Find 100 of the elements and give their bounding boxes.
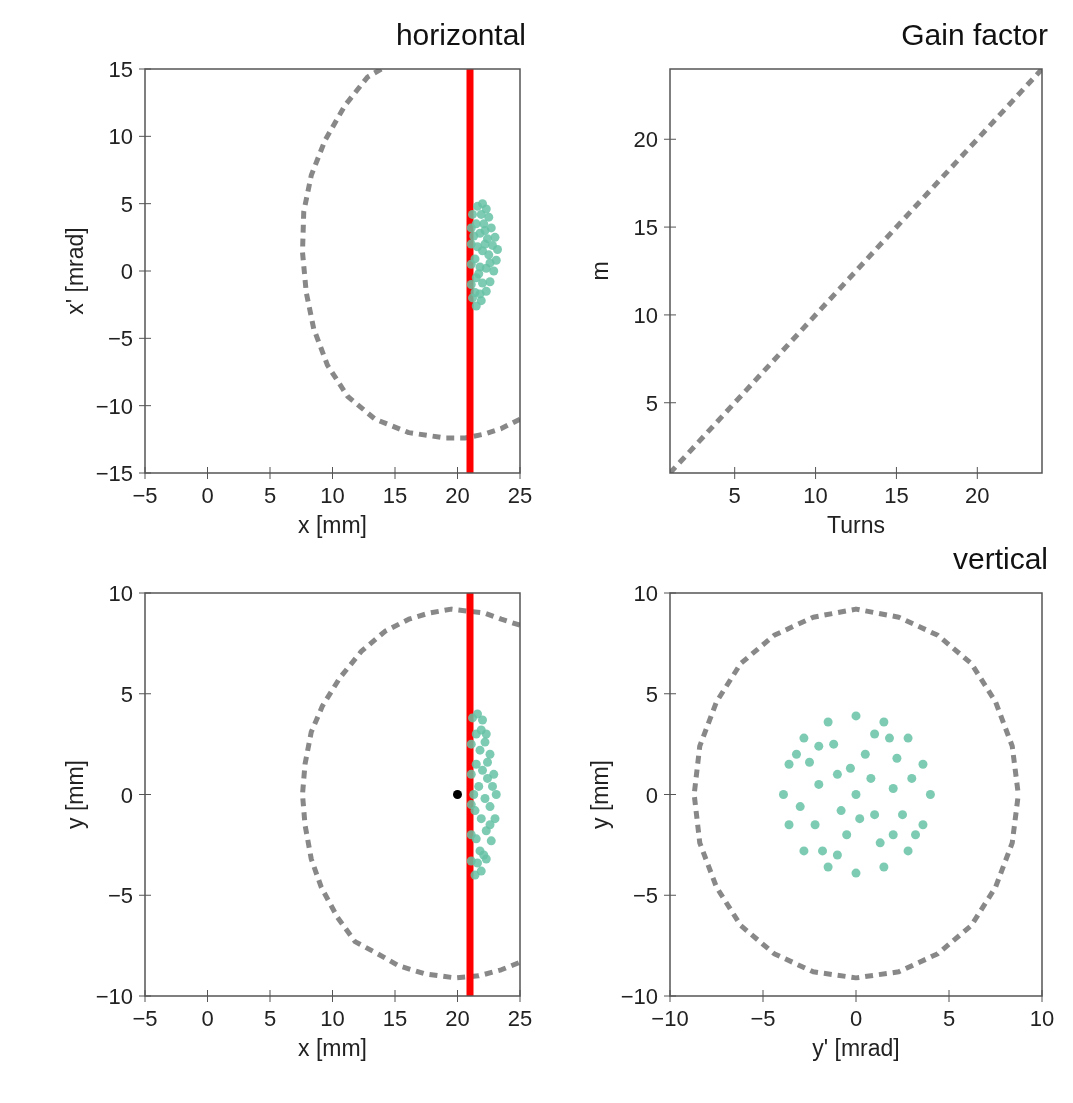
point [884, 733, 894, 743]
point [478, 765, 487, 775]
point [832, 769, 842, 779]
point [485, 820, 495, 830]
point [805, 757, 814, 767]
point [892, 753, 902, 763]
point [851, 868, 861, 878]
x-tick-label: 20 [445, 1006, 470, 1031]
y-tick-label: −5 [107, 326, 133, 352]
x-tick-label: 20 [445, 483, 470, 508]
point [898, 810, 907, 820]
point [845, 763, 855, 773]
x-tick-label: 0 [849, 1006, 863, 1031]
point [480, 794, 490, 804]
point [488, 781, 497, 791]
point [483, 773, 492, 783]
point [470, 870, 480, 880]
y-tick-label: 5 [645, 681, 658, 707]
point [799, 846, 809, 856]
x-tick-label: 10 [1029, 1006, 1055, 1031]
point [484, 250, 494, 260]
point [469, 231, 479, 241]
point [860, 749, 870, 759]
point [784, 820, 794, 830]
point [870, 729, 880, 739]
point [471, 301, 481, 311]
point [485, 258, 495, 268]
point [875, 838, 885, 848]
x-tick-label: −5 [750, 1006, 776, 1031]
point [486, 836, 496, 846]
x-tick-label: 5 [263, 1006, 277, 1031]
point [478, 278, 487, 288]
point [918, 759, 928, 769]
point [829, 739, 839, 749]
point [823, 862, 833, 872]
y-tick-label: 0 [645, 782, 658, 808]
point [799, 733, 809, 743]
point [479, 850, 489, 860]
point [470, 806, 480, 816]
y-tick-label: −15 [95, 461, 133, 486]
y-axis-title: y [mm] [587, 760, 613, 829]
y-tick-label: −10 [620, 984, 658, 1009]
point [823, 717, 833, 727]
point [474, 269, 484, 279]
point [832, 850, 842, 860]
point [888, 830, 898, 840]
point [814, 741, 824, 751]
point [778, 790, 788, 799]
point [478, 715, 487, 725]
point [870, 810, 880, 820]
point [925, 790, 935, 799]
y-tick-label: 5 [120, 681, 133, 707]
y-tick-label: 10 [633, 581, 658, 606]
y-tick-label: 5 [120, 191, 133, 217]
point [903, 733, 913, 743]
point [855, 814, 865, 824]
chart-title: horizontal [395, 18, 526, 51]
point [879, 717, 889, 727]
x-tick-label: 15 [382, 483, 408, 508]
point [888, 783, 898, 793]
x-axis-title: x [mm] [298, 512, 367, 538]
y-tick-label: 15 [633, 215, 658, 241]
point [475, 289, 485, 299]
point [474, 781, 484, 791]
chart-title: vertical [952, 542, 1048, 575]
point [484, 212, 494, 222]
point [918, 820, 928, 830]
point [491, 790, 501, 799]
y-tick-label: 15 [108, 57, 133, 82]
point [488, 240, 497, 250]
point [903, 846, 913, 856]
y-tick-label: −10 [95, 393, 133, 419]
x-tick-label: 5 [728, 483, 741, 508]
point [480, 226, 490, 236]
x-tick-label: 0 [201, 483, 214, 508]
point [784, 759, 794, 769]
y-tick-label: 10 [108, 581, 133, 606]
point [453, 790, 462, 799]
point [468, 209, 477, 219]
point [866, 773, 876, 783]
point [473, 858, 482, 868]
point [471, 759, 481, 769]
point [907, 773, 917, 783]
point [476, 725, 486, 735]
point [475, 745, 485, 755]
y-axis-title: y [mm] [62, 760, 88, 829]
point [818, 846, 828, 856]
point [810, 820, 820, 830]
point [466, 769, 476, 779]
point [842, 830, 852, 840]
y-tick-label: 0 [120, 259, 133, 284]
y-axis-title: m [587, 261, 613, 281]
point [485, 802, 495, 812]
x-tick-label: 10 [803, 483, 828, 508]
point [485, 749, 495, 759]
point [470, 254, 480, 264]
y-tick-label: −5 [107, 883, 133, 909]
x-tick-label: 25 [507, 483, 533, 508]
point [911, 830, 921, 840]
x-tick-label: 5 [942, 1006, 956, 1031]
